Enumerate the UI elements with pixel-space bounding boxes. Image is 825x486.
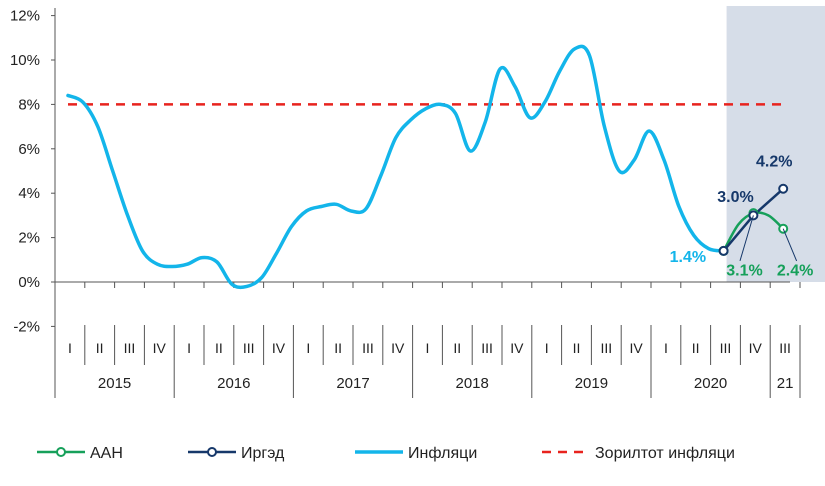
quarter-label: III bbox=[243, 340, 255, 356]
annotation-layer: 4.2% 3.0% 1.4% 3.1% 2.4% bbox=[670, 154, 814, 280]
quarter-label: III bbox=[362, 340, 374, 356]
y-tick-label: 12% bbox=[10, 8, 40, 25]
quarter-label: I bbox=[187, 340, 191, 356]
quarter-label: I bbox=[68, 340, 72, 356]
data-label: 3.1% bbox=[726, 262, 762, 279]
data-label: 4.2% bbox=[756, 154, 792, 171]
year-label: 2017 bbox=[336, 375, 369, 392]
quarter-label: IV bbox=[629, 340, 643, 356]
year-label: 2018 bbox=[456, 375, 489, 392]
quarter-label: II bbox=[692, 340, 700, 356]
y-tick-label: 8% bbox=[18, 96, 40, 113]
annotation-leader bbox=[739, 215, 754, 262]
legend-label: Зорилтот инфляци bbox=[595, 445, 735, 462]
quarter-label: IV bbox=[391, 340, 405, 356]
quarter-label: IV bbox=[749, 340, 763, 356]
year-label: 2015 bbox=[98, 375, 131, 392]
year-label: 2020 bbox=[694, 375, 727, 392]
household-marker bbox=[718, 245, 729, 256]
forecast-shade bbox=[726, 6, 825, 282]
y-tick-label: 0% bbox=[18, 274, 40, 291]
x-axis: I II III IV I II III IV I II III IV I II III IV I II III IV… bbox=[54, 281, 801, 398]
year-label: 2016 bbox=[217, 375, 250, 392]
quarter-label: IV bbox=[510, 340, 524, 356]
data-label: 2.4% bbox=[777, 262, 813, 279]
forecast-shade-layer bbox=[726, 6, 825, 282]
quarter-label: III bbox=[779, 340, 791, 356]
y-tick-label: 2% bbox=[18, 230, 40, 247]
legend-swatch-marker bbox=[56, 447, 66, 457]
quarter-label: I bbox=[306, 340, 310, 356]
data-label: 1.4% bbox=[670, 249, 706, 266]
legend-label: Инфляци bbox=[408, 445, 477, 462]
quarter-label: IV bbox=[153, 340, 167, 356]
annotation-leader bbox=[782, 228, 798, 262]
marker-layer bbox=[718, 183, 789, 256]
data-label: 3.0% bbox=[717, 189, 753, 206]
quarter-label: I bbox=[545, 340, 549, 356]
quarter-label: III bbox=[124, 340, 136, 356]
quarter-label: III bbox=[600, 340, 612, 356]
y-tick-label: 6% bbox=[18, 141, 40, 158]
year-label: 21 bbox=[777, 375, 794, 392]
inflation-line bbox=[66, 44, 726, 290]
leader-layer bbox=[739, 215, 798, 262]
legend-swatch-marker bbox=[207, 447, 217, 457]
quarter-label: I bbox=[426, 340, 430, 356]
legend: ААН Иргэд Инфляци Зорилтот инфляци bbox=[37, 445, 735, 462]
household-marker bbox=[778, 183, 789, 194]
y-tick-label: 4% bbox=[18, 185, 40, 202]
quarter-label: II bbox=[215, 340, 223, 356]
y-tick-label: -2% bbox=[13, 318, 40, 335]
quarter-label: IV bbox=[272, 340, 286, 356]
quarter-label: II bbox=[96, 340, 104, 356]
legend-label: ААН bbox=[90, 445, 123, 462]
quarter-label: II bbox=[334, 340, 342, 356]
quarter-label: III bbox=[481, 340, 493, 356]
quarter-label: I bbox=[664, 340, 668, 356]
quarter-label: II bbox=[573, 340, 581, 356]
year-label: 2019 bbox=[575, 375, 608, 392]
y-axis: 12% 10% 8% 6% 4% 2% 0% -2% bbox=[10, 8, 56, 335]
y-tick-label: 10% bbox=[10, 52, 40, 69]
legend-label: Иргэд bbox=[241, 445, 285, 462]
quarter-label: III bbox=[720, 340, 732, 356]
quarter-label: II bbox=[453, 340, 461, 356]
